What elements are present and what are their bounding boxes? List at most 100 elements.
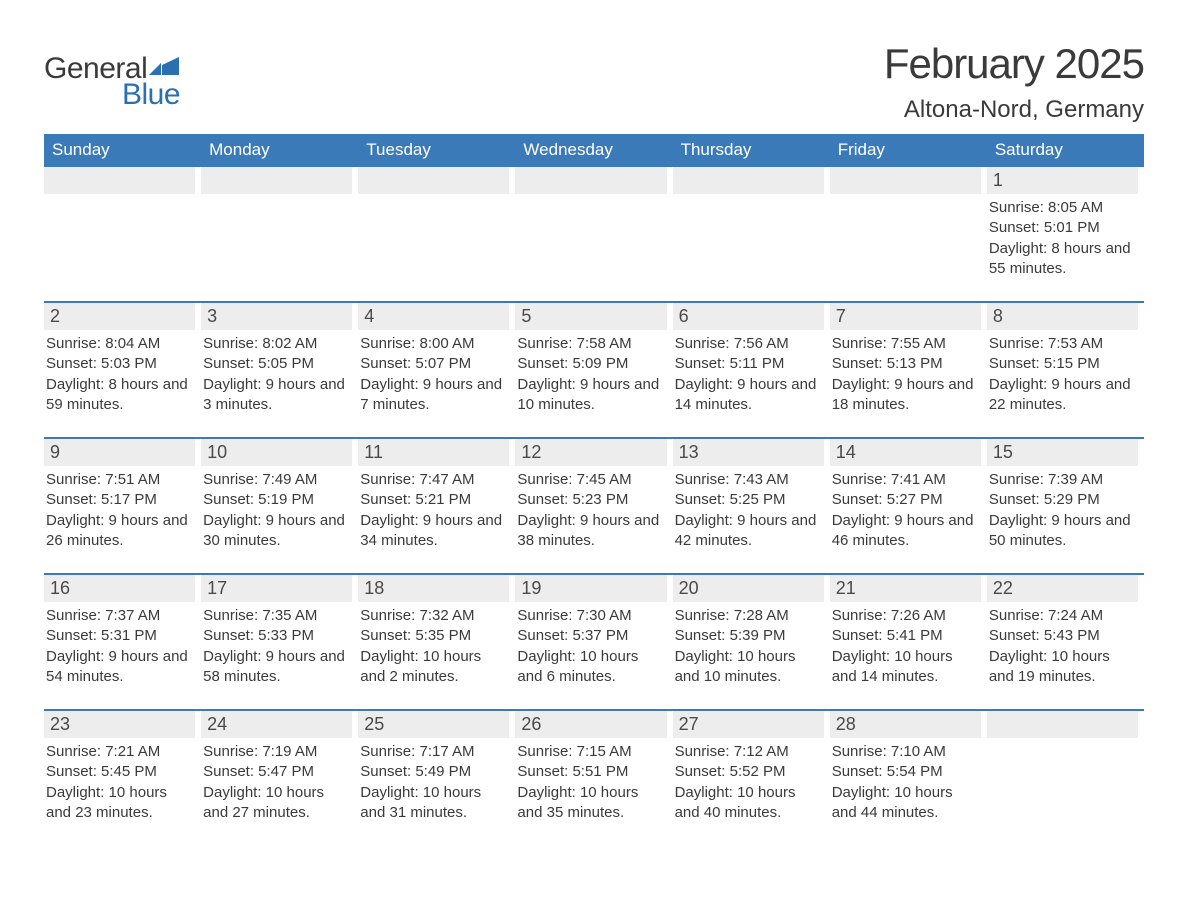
day-details: Sunrise: 7:41 AMSunset: 5:27 PMDaylight:… bbox=[830, 470, 981, 551]
day-4: 4 Sunrise: 8:00 AMSunset: 5:07 PMDaylight… bbox=[358, 303, 515, 415]
sunrise-line: Sunrise: 8:05 AM bbox=[989, 198, 1138, 218]
daylight-line: Daylight: 10 hours and 35 minutes. bbox=[517, 783, 666, 824]
sunset-line: Sunset: 5:47 PM bbox=[203, 762, 352, 782]
day-number: 26 bbox=[515, 711, 666, 738]
day-details: Sunrise: 7:45 AMSunset: 5:23 PMDaylight:… bbox=[515, 470, 666, 551]
flag-icon bbox=[149, 57, 179, 80]
sunset-line: Sunset: 5:41 PM bbox=[832, 626, 981, 646]
daylight-line: Daylight: 9 hours and 7 minutes. bbox=[360, 375, 509, 416]
daylight-line: Daylight: 9 hours and 18 minutes. bbox=[832, 375, 981, 416]
day-number: 10 bbox=[201, 439, 352, 466]
day-number: 21 bbox=[830, 575, 981, 602]
daylight-line: Daylight: 10 hours and 19 minutes. bbox=[989, 647, 1138, 688]
day-15: 15Sunrise: 7:39 AMSunset: 5:29 PMDayligh… bbox=[987, 439, 1144, 551]
day-empty bbox=[830, 167, 987, 279]
sunrise-line: Sunrise: 7:15 AM bbox=[517, 742, 666, 762]
day-number: 2 bbox=[44, 303, 195, 330]
day-empty-bar bbox=[201, 167, 352, 194]
daylight-line: Daylight: 9 hours and 42 minutes. bbox=[675, 511, 824, 552]
day-number: 20 bbox=[673, 575, 824, 602]
day-17: 17 Sunrise: 7:35 AMSunset: 5:33 PMDayligh… bbox=[201, 575, 358, 687]
day-number: 22 bbox=[987, 575, 1138, 602]
sunset-line: Sunset: 5:05 PM bbox=[203, 354, 352, 374]
day-details: Sunrise: 7:15 AMSunset: 5:51 PMDaylight:… bbox=[515, 742, 666, 823]
day-number: 8 bbox=[987, 303, 1138, 330]
sunrise-line: Sunrise: 7:41 AM bbox=[832, 470, 981, 490]
day-13: 13 Sunrise: 7:43 AMSunset: 5:25 PMDayligh… bbox=[673, 439, 830, 551]
sunset-line: Sunset: 5:21 PM bbox=[360, 490, 509, 510]
day-26: 26 Sunrise: 7:15 AMSunset: 5:51 PMDayligh… bbox=[515, 711, 672, 823]
day-details: Sunrise: 7:24 AMSunset: 5:43 PMDaylight:… bbox=[987, 606, 1138, 687]
day-details: Sunrise: 7:35 AMSunset: 5:33 PMDaylight:… bbox=[201, 606, 352, 687]
sunset-line: Sunset: 5:23 PM bbox=[517, 490, 666, 510]
sunset-line: Sunset: 5:11 PM bbox=[675, 354, 824, 374]
day-details: Sunrise: 7:51 AMSunset: 5:17 PMDaylight:… bbox=[44, 470, 195, 551]
day-details: Sunrise: 7:37 AMSunset: 5:31 PMDaylight:… bbox=[44, 606, 195, 687]
sunrise-line: Sunrise: 7:21 AM bbox=[46, 742, 195, 762]
sunset-line: Sunset: 5:25 PM bbox=[675, 490, 824, 510]
dow-saturday: Saturday bbox=[987, 134, 1144, 167]
daylight-line: Daylight: 9 hours and 22 minutes. bbox=[989, 375, 1138, 416]
day-2: 2Sunrise: 8:04 AMSunset: 5:03 PMDaylight… bbox=[44, 303, 201, 415]
daylight-line: Daylight: 10 hours and 14 minutes. bbox=[832, 647, 981, 688]
day-empty-bar bbox=[987, 711, 1138, 738]
sunset-line: Sunset: 5:39 PM bbox=[675, 626, 824, 646]
day-empty bbox=[987, 711, 1144, 823]
day-empty-bar bbox=[358, 167, 509, 194]
day-empty bbox=[44, 167, 201, 279]
dow-friday: Friday bbox=[830, 134, 987, 167]
day-empty-bar bbox=[515, 167, 666, 194]
sunrise-line: Sunrise: 7:39 AM bbox=[989, 470, 1138, 490]
day-empty-bar bbox=[830, 167, 981, 194]
day-27: 27Sunrise: 7:12 AMSunset: 5:52 PMDayligh… bbox=[673, 711, 830, 823]
week-row: 1 Sunrise: 8:05 AMSunset: 5:01 PMDaylight… bbox=[44, 167, 1144, 279]
sunset-line: Sunset: 5:49 PM bbox=[360, 762, 509, 782]
dow-thursday: Thursday bbox=[673, 134, 830, 167]
sunset-line: Sunset: 5:13 PM bbox=[832, 354, 981, 374]
day-empty bbox=[358, 167, 515, 279]
daylight-line: Daylight: 10 hours and 2 minutes. bbox=[360, 647, 509, 688]
day-number: 6 bbox=[673, 303, 824, 330]
sunrise-line: Sunrise: 7:24 AM bbox=[989, 606, 1138, 626]
day-number: 4 bbox=[358, 303, 509, 330]
day-number: 5 bbox=[515, 303, 666, 330]
sunset-line: Sunset: 5:01 PM bbox=[989, 218, 1138, 238]
sunrise-line: Sunrise: 7:12 AM bbox=[675, 742, 824, 762]
week-row: 16Sunrise: 7:37 AMSunset: 5:31 PMDayligh… bbox=[44, 573, 1144, 687]
sunrise-line: Sunrise: 7:43 AM bbox=[675, 470, 824, 490]
month-title: February 2025 bbox=[884, 40, 1144, 88]
day-details: Sunrise: 7:49 AMSunset: 5:19 PMDaylight:… bbox=[201, 470, 352, 551]
sunset-line: Sunset: 5:15 PM bbox=[989, 354, 1138, 374]
dow-sunday: Sunday bbox=[44, 134, 201, 167]
day-number: 1 bbox=[987, 167, 1138, 194]
sunrise-line: Sunrise: 7:53 AM bbox=[989, 334, 1138, 354]
sunset-line: Sunset: 5:09 PM bbox=[517, 354, 666, 374]
sunset-line: Sunset: 5:43 PM bbox=[989, 626, 1138, 646]
week-row: 2Sunrise: 8:04 AMSunset: 5:03 PMDaylight… bbox=[44, 301, 1144, 415]
sunset-line: Sunset: 5:51 PM bbox=[517, 762, 666, 782]
day-details: Sunrise: 8:00 AMSunset: 5:07 PMDaylight:… bbox=[358, 334, 509, 415]
day-number: 15 bbox=[987, 439, 1138, 466]
day-number: 18 bbox=[358, 575, 509, 602]
day-28: 28Sunrise: 7:10 AMSunset: 5:54 PMDayligh… bbox=[830, 711, 987, 823]
daylight-line: Daylight: 10 hours and 31 minutes. bbox=[360, 783, 509, 824]
day-7: 7Sunrise: 7:55 AMSunset: 5:13 PMDaylight… bbox=[830, 303, 987, 415]
daylight-line: Daylight: 9 hours and 50 minutes. bbox=[989, 511, 1138, 552]
day-number: 17 bbox=[201, 575, 352, 602]
sunrise-line: Sunrise: 7:19 AM bbox=[203, 742, 352, 762]
week-row: 23Sunrise: 7:21 AMSunset: 5:45 PMDayligh… bbox=[44, 709, 1144, 823]
day-number: 25 bbox=[358, 711, 509, 738]
day-number: 13 bbox=[673, 439, 824, 466]
day-number: 14 bbox=[830, 439, 981, 466]
sunset-line: Sunset: 5:45 PM bbox=[46, 762, 195, 782]
daylight-line: Daylight: 10 hours and 6 minutes. bbox=[517, 647, 666, 688]
day-details: Sunrise: 7:17 AMSunset: 5:49 PMDaylight:… bbox=[358, 742, 509, 823]
day-details: Sunrise: 7:12 AMSunset: 5:52 PMDaylight:… bbox=[673, 742, 824, 823]
daylight-line: Daylight: 8 hours and 55 minutes. bbox=[989, 239, 1138, 280]
calendar: SundayMondayTuesdayWednesdayThursdayFrid… bbox=[44, 134, 1144, 823]
week-row: 9Sunrise: 7:51 AMSunset: 5:17 PMDaylight… bbox=[44, 437, 1144, 551]
day-details: Sunrise: 7:53 AMSunset: 5:15 PMDaylight:… bbox=[987, 334, 1138, 415]
sunrise-line: Sunrise: 7:10 AM bbox=[832, 742, 981, 762]
daylight-line: Daylight: 10 hours and 44 minutes. bbox=[832, 783, 981, 824]
day-number: 24 bbox=[201, 711, 352, 738]
